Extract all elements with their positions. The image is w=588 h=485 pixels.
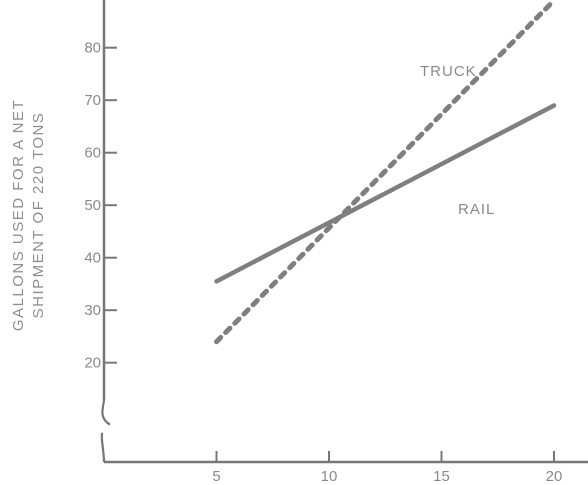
y-tick-label-40: 40 [84, 250, 101, 267]
y-tick-label-70: 70 [84, 92, 101, 109]
y-tick-label-80: 80 [84, 40, 101, 57]
series-label-truck: TRUCK [420, 63, 477, 80]
y-axis-title-line-2: SHIPMENT OF 220 TONS [30, 112, 47, 319]
x-tick-label-15: 15 [433, 468, 450, 485]
series-line-rail [214, 103, 557, 284]
y-tick-label-90: 90 [84, 0, 101, 4]
x-tick-group: 5 10 15 20 [212, 451, 562, 485]
x-tick-label-20: 20 [546, 468, 563, 485]
series-line-truck [214, 0, 557, 345]
series-group: TRUCK RAIL [214, 0, 557, 345]
y-axis [100, 0, 111, 463]
x-tick-label-10: 10 [321, 468, 338, 485]
y-axis-title-line-1: GALLONS USED FOR A NET [10, 99, 27, 331]
x-tick-label-5: 5 [212, 468, 220, 485]
y-tick-label-50: 50 [84, 197, 101, 214]
y-axis-break-lower [100, 432, 106, 463]
y-tick-label-30: 30 [84, 302, 101, 319]
y-tick-label-20: 20 [84, 355, 101, 372]
series-label-rail: RAIL [458, 201, 495, 218]
y-tick-group: 20 30 40 50 60 70 80 90 [84, 0, 117, 372]
y-axis-break-upper [101, 400, 111, 426]
y-tick-label-60: 60 [84, 145, 101, 162]
